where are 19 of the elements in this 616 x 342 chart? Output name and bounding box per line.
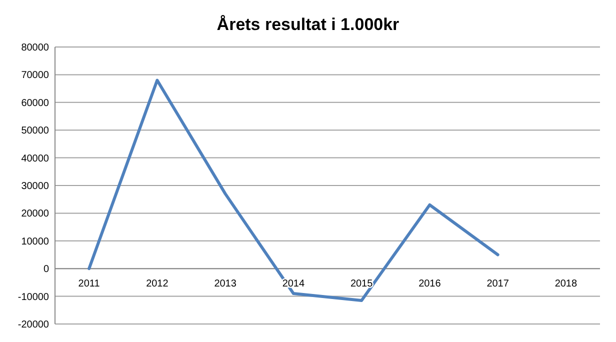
y-tick-label: -20000: [18, 320, 50, 330]
y-tick-label: 0: [43, 264, 50, 276]
y-tick-label: 60000: [21, 98, 50, 109]
y-tick-label: 70000: [21, 70, 50, 82]
x-tick-label: 2012: [146, 278, 169, 290]
x-tick-label: 2016: [418, 278, 442, 290]
y-tick-label: 80000: [21, 42, 50, 54]
y-tick-label: -10000: [18, 292, 50, 303]
y-tick-label: 40000: [21, 153, 50, 164]
x-tick-label: 2015: [350, 278, 374, 290]
x-tick-label: 2017: [486, 278, 510, 290]
x-tick-label: 2013: [214, 278, 237, 290]
x-tick-label: 2011: [78, 278, 100, 290]
y-tick-label: 30000: [21, 181, 50, 192]
x-tick-label: 2018: [554, 278, 578, 290]
y-tick-label: 50000: [21, 126, 50, 137]
chart-title: Årets resultat i 1.000kr: [216, 15, 400, 34]
y-tick-label: 10000: [21, 236, 50, 248]
y-tick-label: 20000: [21, 208, 50, 220]
